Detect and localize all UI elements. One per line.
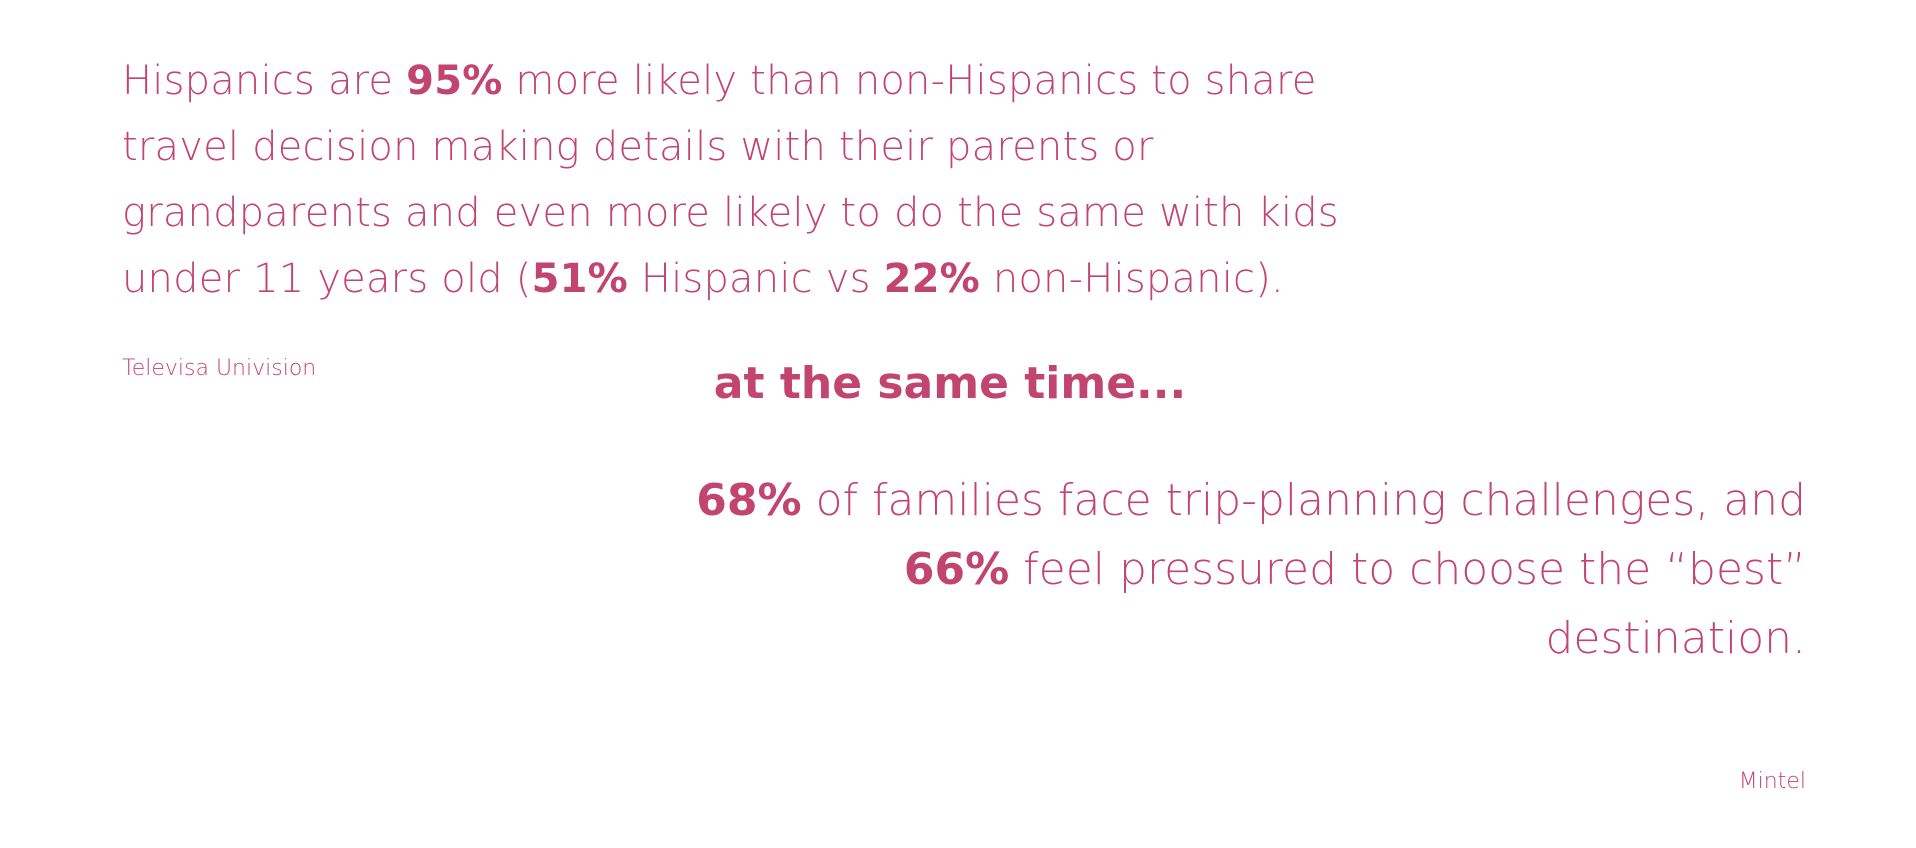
statistic-hispanic-travel: Hispanics are 95% more likely than non-H… [122,48,1342,312]
source-televisa-univision: Televisa Univision [122,356,317,381]
statistic-family-planning: 68% of families face trip-planning chall… [646,466,1806,673]
source-mintel: Mintel [1738,769,1806,794]
stat-text: Hispanic vs [627,256,884,302]
stat-highlight-95: 95% [406,58,503,104]
stat-highlight-51: 51% [531,256,628,302]
stat-highlight-68: 68% [696,475,802,526]
stat-text: non-Hispanic). [979,256,1284,302]
stat-text: of families face trip-planning challenge… [801,475,1806,526]
stat-text: feel pressured to choose the “best” dest… [1009,544,1806,664]
stat-text: more likely than non-Hispanics to share … [122,58,1339,302]
stat-highlight-22: 22% [883,256,980,302]
stat-text: Hispanics are [122,58,407,104]
connector-heading: at the same time... [713,358,1187,409]
stat-highlight-66: 66% [903,544,1010,595]
